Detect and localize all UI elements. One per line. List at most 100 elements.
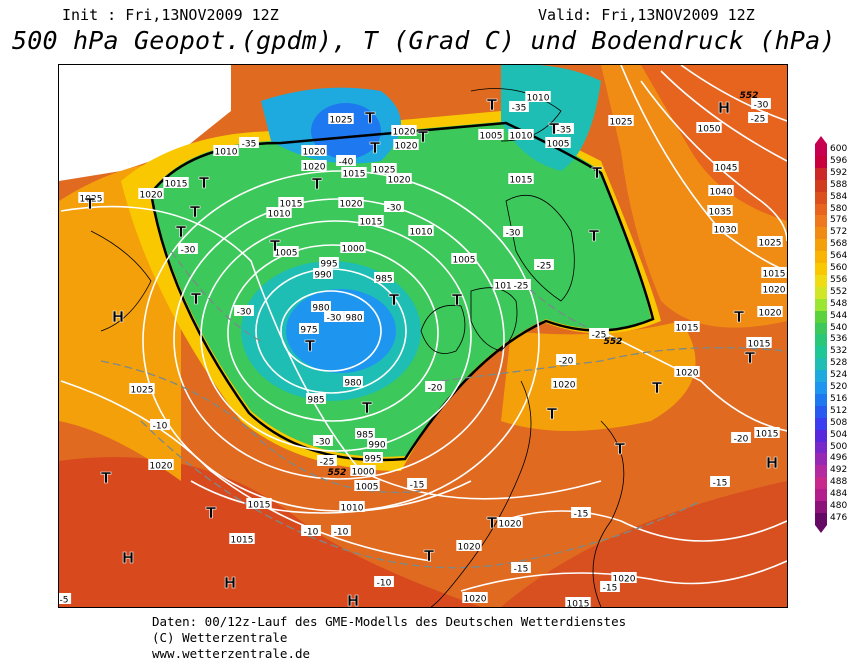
pressure-label: 1020 — [148, 459, 174, 472]
legend-swatch — [815, 405, 827, 419]
pressure-label: 1010 — [339, 501, 365, 514]
svg-text:-20: -20 — [428, 384, 443, 394]
svg-text:-25: -25 — [537, 262, 552, 272]
temperature-label: -30 — [324, 311, 344, 324]
legend-swatch — [815, 346, 827, 359]
svg-text:1015: 1015 — [756, 430, 779, 440]
svg-text:-10: -10 — [377, 579, 392, 589]
svg-text:980: 980 — [312, 304, 329, 314]
low-pressure-marker: T — [652, 379, 663, 397]
legend-swatch — [815, 155, 827, 169]
low-pressure-marker: T — [370, 139, 381, 157]
low-pressure-marker: T — [549, 120, 560, 138]
weather-map: 1025 1020 1015 1025 1020 1020 1020 1020 1010 1015… — [58, 64, 788, 608]
pressure-label: 985 — [374, 272, 394, 285]
legend-swatch — [815, 358, 827, 371]
legend-swatch — [815, 298, 827, 312]
svg-text:1020: 1020 — [464, 595, 487, 605]
svg-text:1005: 1005 — [480, 132, 503, 142]
legend-level-label: 484 — [830, 489, 848, 500]
pressure-label: 975 — [299, 323, 319, 336]
pressure-label: 995 — [363, 452, 383, 465]
temperature-label: -25 — [317, 455, 337, 468]
svg-text:1005: 1005 — [453, 256, 476, 266]
pressure-label: 1020 — [456, 540, 482, 553]
legend-level-label: 576 — [830, 215, 848, 226]
svg-text:1015: 1015 — [343, 170, 366, 180]
low-pressure-marker: T — [305, 337, 316, 355]
svg-text:1040: 1040 — [710, 188, 733, 198]
legend-level-label: 600 — [830, 144, 848, 154]
low-pressure-marker: T — [487, 514, 498, 532]
legend-level-label: 488 — [830, 477, 848, 488]
legend-swatch — [815, 215, 827, 228]
low-pressure-marker: T — [592, 164, 603, 182]
legend-swatch — [815, 322, 827, 335]
pressure-label: 1045 — [713, 161, 739, 174]
svg-text:995: 995 — [364, 455, 381, 465]
pressure-label: 1020 — [386, 173, 412, 186]
svg-text:995: 995 — [320, 260, 337, 270]
pressure-label: 1015 — [163, 177, 189, 190]
legend-level-label: 480 — [830, 501, 848, 511]
svg-text:1020: 1020 — [676, 369, 699, 379]
pressure-label: 1025 — [328, 113, 354, 126]
valid-time: Valid: Fri,13NOV2009 12Z — [538, 6, 755, 24]
legend-swatch — [815, 477, 827, 490]
pressure-label: 1020 — [301, 160, 327, 173]
svg-text:-35: -35 — [242, 140, 257, 150]
svg-text:-25: -25 — [751, 115, 766, 125]
svg-text:1050: 1050 — [698, 125, 721, 135]
pressure-label: 1015 — [746, 337, 772, 350]
footer-website: www.wetterzentrale.de — [152, 646, 311, 661]
svg-text:1025: 1025 — [80, 195, 103, 205]
svg-text:-15: -15 — [410, 481, 425, 491]
svg-text:-30: -30 — [754, 101, 769, 111]
svg-text:980: 980 — [345, 314, 362, 324]
low-pressure-marker: T — [101, 469, 112, 487]
field-hot-south — [59, 457, 481, 607]
contour-552-label: 552 — [604, 337, 623, 347]
legend-level-label: 584 — [830, 191, 848, 202]
legend-swatch — [815, 334, 827, 347]
low-pressure-marker: T — [85, 195, 96, 213]
svg-text:-30: -30 — [506, 229, 521, 239]
low-pressure-marker: T — [389, 291, 400, 309]
high-pressure-marker: H — [122, 549, 135, 567]
pressure-label: 1020 — [338, 197, 364, 210]
isobars — [60, 65, 787, 592]
pressure-label: 1035 — [707, 205, 733, 218]
pressure-label: 1015 — [493, 279, 519, 292]
svg-text:1020: 1020 — [458, 543, 481, 553]
legend-swatch — [815, 453, 827, 466]
color-legend: 600 596 592 588 584 580 576 572 568 564 560 556 552 5… — [810, 136, 858, 536]
svg-text:1000: 1000 — [342, 245, 365, 255]
svg-text:1005: 1005 — [356, 483, 379, 493]
pressure-label: 1015 — [754, 427, 780, 440]
temperature-label: -30 — [313, 435, 333, 448]
pressure-label: 1015 — [674, 321, 700, 334]
low-pressure-marker: T — [365, 109, 376, 127]
high-pressure-marker: H — [718, 99, 731, 117]
pressure-label: 980 — [311, 301, 331, 314]
temperature-label: -5 — [59, 593, 72, 606]
svg-text:-10: -10 — [304, 528, 319, 538]
legend-swatch — [815, 382, 827, 395]
temperature-label: -30 — [503, 226, 523, 239]
svg-text:1020: 1020 — [395, 142, 418, 152]
contour-552-label: 552 — [328, 468, 347, 478]
svg-text:1020: 1020 — [303, 163, 326, 173]
legend-level-label: 592 — [830, 167, 848, 178]
svg-text:1020: 1020 — [388, 176, 411, 186]
map-canvas: 1025 102010151025102010201020102010101015… — [59, 65, 787, 607]
high-pressure-marker: H — [112, 308, 125, 326]
contour-552 — [149, 121, 655, 462]
svg-text:1015: 1015 — [510, 176, 533, 186]
pressure-label: 1025 — [371, 163, 397, 176]
legend-level-label: 568 — [830, 239, 848, 250]
svg-text:1020: 1020 — [763, 286, 786, 296]
pressure-label: 1015 — [508, 173, 534, 186]
legend-swatch — [815, 370, 827, 383]
field-hot-southeast — [501, 481, 787, 607]
